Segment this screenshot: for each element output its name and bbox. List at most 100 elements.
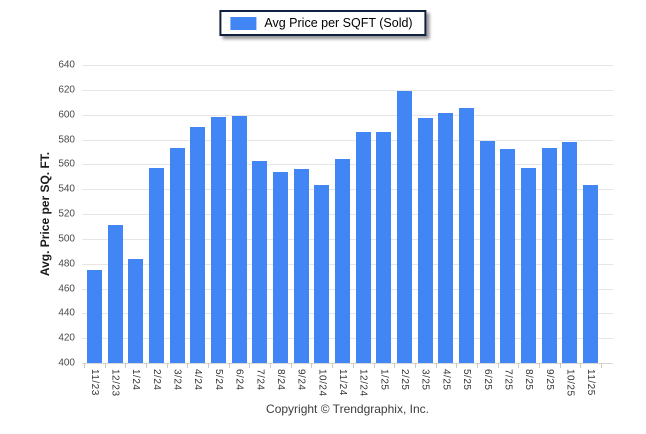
x-tick-label-7/24: 7/24 — [254, 369, 266, 391]
x-tick-label-11/23: 11/23 — [88, 369, 100, 396]
bar-2/25[interactable] — [397, 91, 413, 363]
bar-11/24[interactable] — [335, 159, 350, 363]
bar-4/25[interactable] — [438, 113, 454, 363]
bar-6/25[interactable] — [479, 140, 495, 363]
bar-9/24[interactable] — [293, 169, 309, 363]
x-tick-label-7/25: 7/25 — [502, 369, 514, 391]
gridline — [82, 65, 613, 66]
bar-7/25[interactable] — [500, 149, 516, 363]
bar-8/25[interactable] — [521, 168, 537, 363]
x-tick-label-9/24: 9/24 — [295, 369, 307, 391]
bar-11/23[interactable] — [86, 269, 102, 363]
x-tick-label-4/25: 4/25 — [440, 369, 452, 391]
bar-5/24[interactable] — [210, 117, 226, 363]
y-tick-label-540: 540 — [58, 183, 75, 195]
bar-10/25[interactable] — [562, 141, 578, 363]
x-axis-tick — [125, 363, 127, 368]
x-axis-tick — [456, 363, 458, 368]
legend-swatch-icon — [230, 16, 257, 30]
bar-1/24[interactable] — [128, 258, 144, 363]
legend-label: Avg Price per SQFT (Sold) — [264, 16, 413, 30]
x-tick-label-3/25: 3/25 — [419, 369, 431, 391]
x-tick-label-9/25: 9/25 — [543, 369, 555, 391]
y-tick-label-640: 640 — [58, 59, 75, 71]
x-axis-tick — [601, 363, 602, 368]
gridline — [82, 139, 613, 141]
x-tick-label-8/24: 8/24 — [274, 369, 286, 391]
y-tick-label-560: 560 — [58, 158, 75, 170]
bar-9/25[interactable] — [541, 148, 557, 363]
x-tick-label-10/25: 10/25 — [564, 369, 576, 397]
x-axis-tick — [84, 363, 85, 368]
x-axis-tick — [373, 363, 375, 368]
x-axis-tick — [104, 363, 106, 368]
x-axis-tick — [332, 363, 334, 368]
x-tick-label-11/24: 11/24 — [337, 369, 348, 396]
y-tick-label-500: 500 — [58, 233, 75, 245]
x-axis-tick — [352, 363, 354, 368]
y-tick-label-420: 420 — [58, 332, 75, 344]
x-tick-label-2/25: 2/25 — [399, 369, 411, 391]
y-tick-label-440: 440 — [58, 307, 75, 319]
x-tick-label-8/25: 8/25 — [523, 369, 535, 391]
x-tick-label-5/24: 5/24 — [212, 369, 224, 391]
x-tick-label-6/24: 6/24 — [233, 369, 245, 391]
x-tick-label-10/24: 10/24 — [316, 369, 328, 397]
x-tick-label-1/25: 1/25 — [378, 369, 390, 391]
bar-10/24[interactable] — [314, 185, 330, 363]
x-axis-tick — [414, 363, 416, 368]
bar-4/24[interactable] — [190, 127, 206, 363]
x-tick-label-11/25: 11/25 — [585, 369, 597, 396]
x-axis-tick — [311, 363, 313, 368]
x-axis-tick — [435, 363, 437, 368]
legend: Avg Price per SQFT (Sold) — [219, 10, 427, 36]
y-tick-label-460: 460 — [58, 283, 75, 294]
x-axis-tick — [559, 363, 561, 368]
bar-11/25[interactable] — [583, 185, 599, 363]
bar-1/25[interactable] — [376, 132, 392, 363]
x-axis-tick — [518, 363, 520, 368]
x-axis-tick — [249, 363, 251, 368]
x-tick-label-12/24: 12/24 — [357, 369, 369, 397]
bar-12/23[interactable] — [107, 225, 123, 363]
x-axis-tick — [270, 363, 272, 368]
y-tick-label-520: 520 — [58, 208, 75, 220]
x-tick-label-3/24: 3/24 — [171, 369, 183, 391]
x-axis-tick — [394, 363, 396, 368]
copyright-text: Copyright © Trendgraphix, Inc. — [266, 402, 429, 416]
bar-2/24[interactable] — [148, 168, 164, 363]
y-tick-label-580: 580 — [58, 134, 75, 145]
x-axis-tick — [146, 363, 148, 368]
x-axis-tick — [497, 363, 499, 368]
x-tick-label-12/23: 12/23 — [109, 369, 121, 397]
x-tick-label-4/24: 4/24 — [192, 369, 204, 391]
bar-3/24[interactable] — [169, 148, 185, 363]
bar-chart-plot-area — [82, 65, 613, 364]
bar-3/25[interactable] — [417, 118, 433, 363]
gridline — [82, 89, 613, 91]
x-axis-tick — [208, 363, 210, 368]
bar-5/25[interactable] — [459, 108, 475, 363]
y-tick-label-620: 620 — [58, 84, 75, 96]
x-tick-label-5/25: 5/25 — [461, 369, 473, 391]
y-tick-label-600: 600 — [58, 109, 75, 121]
bar-7/24[interactable] — [252, 160, 268, 363]
bar-6/24[interactable] — [231, 115, 247, 363]
x-tick-label-2/24: 2/24 — [150, 369, 162, 391]
bar-12/24[interactable] — [355, 132, 371, 363]
x-axis-tick — [290, 363, 292, 368]
x-axis-tick — [580, 363, 582, 368]
x-axis-tick — [228, 363, 230, 368]
gridline — [82, 363, 613, 364]
bar-8/24[interactable] — [272, 171, 288, 363]
x-axis-tick — [187, 363, 189, 368]
x-tick-label-1/24: 1/24 — [130, 369, 142, 391]
x-axis-tick — [538, 363, 540, 368]
x-axis-tick — [476, 363, 478, 368]
y-tick-label-480: 480 — [58, 258, 75, 270]
y-tick-label-400: 400 — [58, 357, 75, 369]
x-axis-tick — [166, 363, 168, 368]
x-tick-label-6/25: 6/25 — [481, 369, 493, 391]
gridline — [82, 114, 613, 116]
